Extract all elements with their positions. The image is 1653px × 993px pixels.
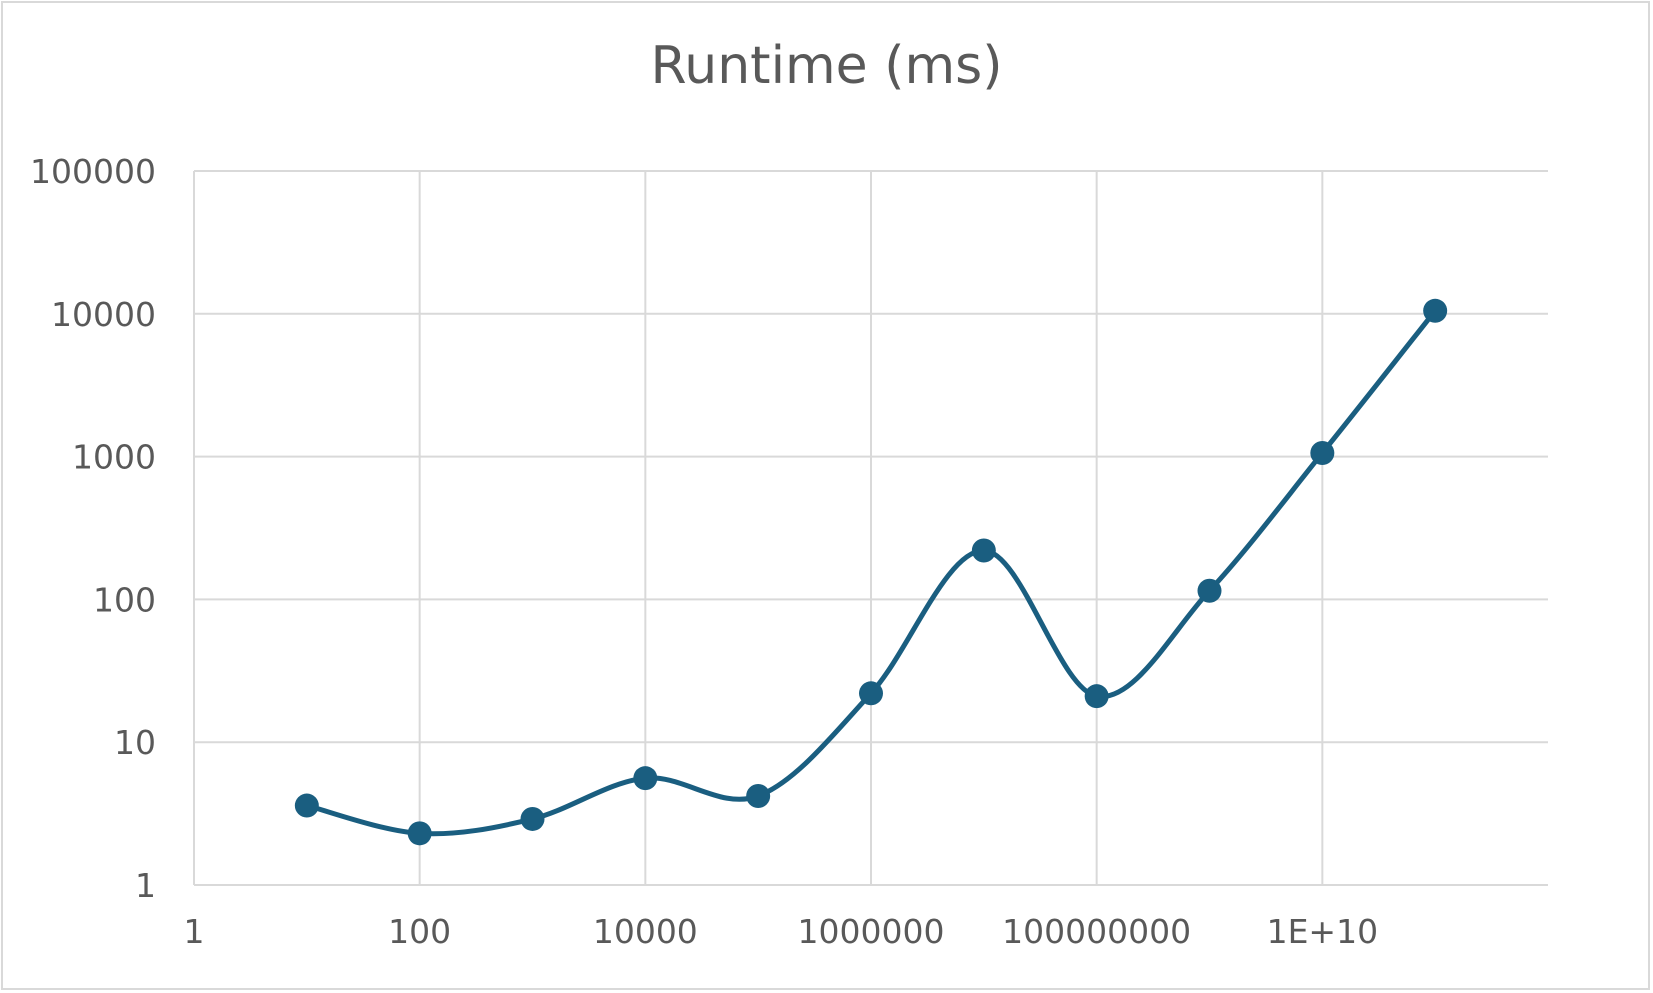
data-point: [633, 766, 658, 791]
x-tick-label: 1: [184, 912, 205, 951]
data-point: [859, 681, 883, 706]
tick-labels: 1 10 100 1000 10000 100000 1 100 10000 1000000 100…: [30, 152, 1378, 951]
y-tick-label: 1: [135, 866, 156, 905]
data-point: [407, 821, 432, 846]
series: [294, 298, 1448, 846]
data-point: [1197, 578, 1222, 603]
y-tick-label: 100: [93, 580, 156, 619]
data-point: [520, 806, 545, 831]
axes: [193, 171, 1548, 886]
chart-title: Runtime (ms): [650, 36, 1003, 96]
x-tick-label: 1000000: [798, 912, 945, 951]
data-point: [1084, 684, 1109, 709]
y-tick-label: 100000: [30, 152, 156, 191]
data-point: [971, 538, 996, 563]
x-tick-label: 1E+10: [1267, 912, 1379, 951]
data-point: [1423, 298, 1448, 323]
y-tick-label: 1000: [72, 438, 156, 477]
y-tick-label: 10: [114, 723, 156, 762]
x-tick-label: 100000000: [1002, 912, 1191, 951]
x-tick-label: 100: [388, 912, 451, 951]
data-point: [746, 784, 771, 808]
x-tick-label: 10000: [593, 912, 698, 951]
y-tick-label: 10000: [51, 295, 156, 334]
data-point: [294, 793, 319, 818]
grid-lines: [194, 170, 1548, 885]
data-point: [1310, 440, 1335, 465]
